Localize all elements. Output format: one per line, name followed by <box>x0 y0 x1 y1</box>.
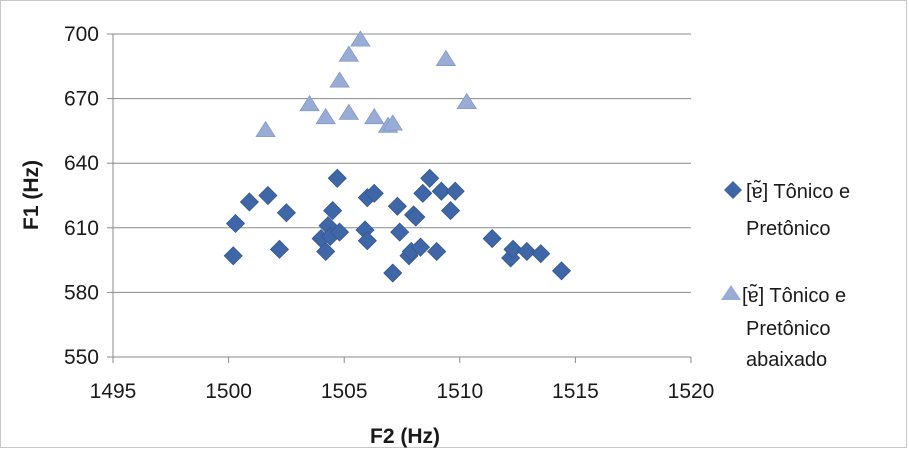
legend-entry-series-2: [ɐ̃] Tônico e Pretônico abaixado <box>721 284 846 371</box>
data-point-diamond <box>387 196 407 216</box>
y-tick-label: 670 <box>64 88 99 111</box>
axes <box>107 33 692 363</box>
x-tick-label: 1515 <box>552 380 599 403</box>
data-point-triangle <box>299 95 320 112</box>
x-axis-title: F2 (Hz) <box>370 425 440 448</box>
gridlines <box>113 33 691 293</box>
data-point-diamond <box>390 222 410 242</box>
legend-label-series-2-line-1: [ɐ̃] Tônico e <box>742 284 846 307</box>
data-point-diamond <box>223 246 243 266</box>
data-point-diamond <box>445 181 465 201</box>
data-point-diamond <box>225 213 246 234</box>
data-point-diamond <box>503 239 523 259</box>
data-point-diamond <box>482 229 502 249</box>
y-tick-label: 640 <box>64 152 99 175</box>
legend-label-series-2-line-2: Pretônico <box>746 318 831 340</box>
data-point-diamond <box>420 168 440 188</box>
x-tick-label: 1505 <box>321 380 368 403</box>
data-point-diamond <box>413 183 433 203</box>
data-point-triangle <box>315 107 336 125</box>
data-point-diamond <box>431 181 451 201</box>
data-point-triangle <box>329 71 350 88</box>
legend-triangle-marker <box>721 285 741 300</box>
data-point-diamond <box>427 241 447 262</box>
data-point-triangle <box>364 107 385 125</box>
data-point-triangle <box>255 120 276 138</box>
data-point-diamond <box>330 222 350 242</box>
data-point-diamond <box>239 192 259 212</box>
legend-label-series-1-line-2: Pretônico <box>746 218 831 240</box>
data-point-diamond <box>440 201 461 221</box>
data-point-diamond <box>383 263 403 283</box>
data-point-diamond <box>323 201 343 221</box>
data-point-diamond <box>410 237 431 257</box>
data-point-triangle <box>350 30 371 47</box>
legend-label-series-1-line-1: [ɐ̃] Tônico e <box>746 180 850 203</box>
y-tick-label: 550 <box>64 346 99 369</box>
data-point-diamond <box>531 244 551 264</box>
y-tick-label: 700 <box>64 23 99 46</box>
data-point-diamond <box>406 207 426 227</box>
legend-entry-series-1: [ɐ̃] Tônico e Pretônico <box>724 180 850 240</box>
legend: [ɐ̃] Tônico e Pretônico [ɐ̃] Tônico e Pr… <box>721 180 850 371</box>
y-tick-label: 580 <box>64 281 99 304</box>
data-point-diamond <box>364 183 384 203</box>
x-tick-label: 1520 <box>668 380 715 403</box>
data-point-diamond <box>269 239 290 259</box>
x-tick-label: 1495 <box>90 380 137 403</box>
y-axis-title: F1 (Hz) <box>20 160 43 230</box>
data-point-diamond <box>276 203 296 223</box>
data-point-diamond <box>258 185 278 206</box>
data-point-triangle <box>338 103 360 120</box>
data-point-diamond <box>327 168 347 188</box>
legend-label-series-2-line-3: abaixado <box>746 349 827 371</box>
data-point-triangle <box>382 114 403 131</box>
data-point-diamond <box>357 231 377 251</box>
data-point-diamond <box>316 241 336 262</box>
data-points <box>223 30 572 283</box>
y-tick-labels: 550 580 610 640 670 700 <box>64 23 99 369</box>
y-tick-label: 610 <box>64 217 99 240</box>
x-tick-labels: 1495 1500 1505 1510 1515 1520 <box>90 380 715 403</box>
legend-diamond-marker <box>724 181 742 199</box>
data-point-triangle <box>338 45 360 62</box>
data-point-diamond <box>517 241 537 262</box>
x-tick-label: 1500 <box>205 380 252 403</box>
data-point-triangle <box>456 92 477 110</box>
data-point-diamond <box>551 261 572 281</box>
x-tick-label: 1510 <box>436 380 483 403</box>
data-point-triangle <box>435 49 457 66</box>
